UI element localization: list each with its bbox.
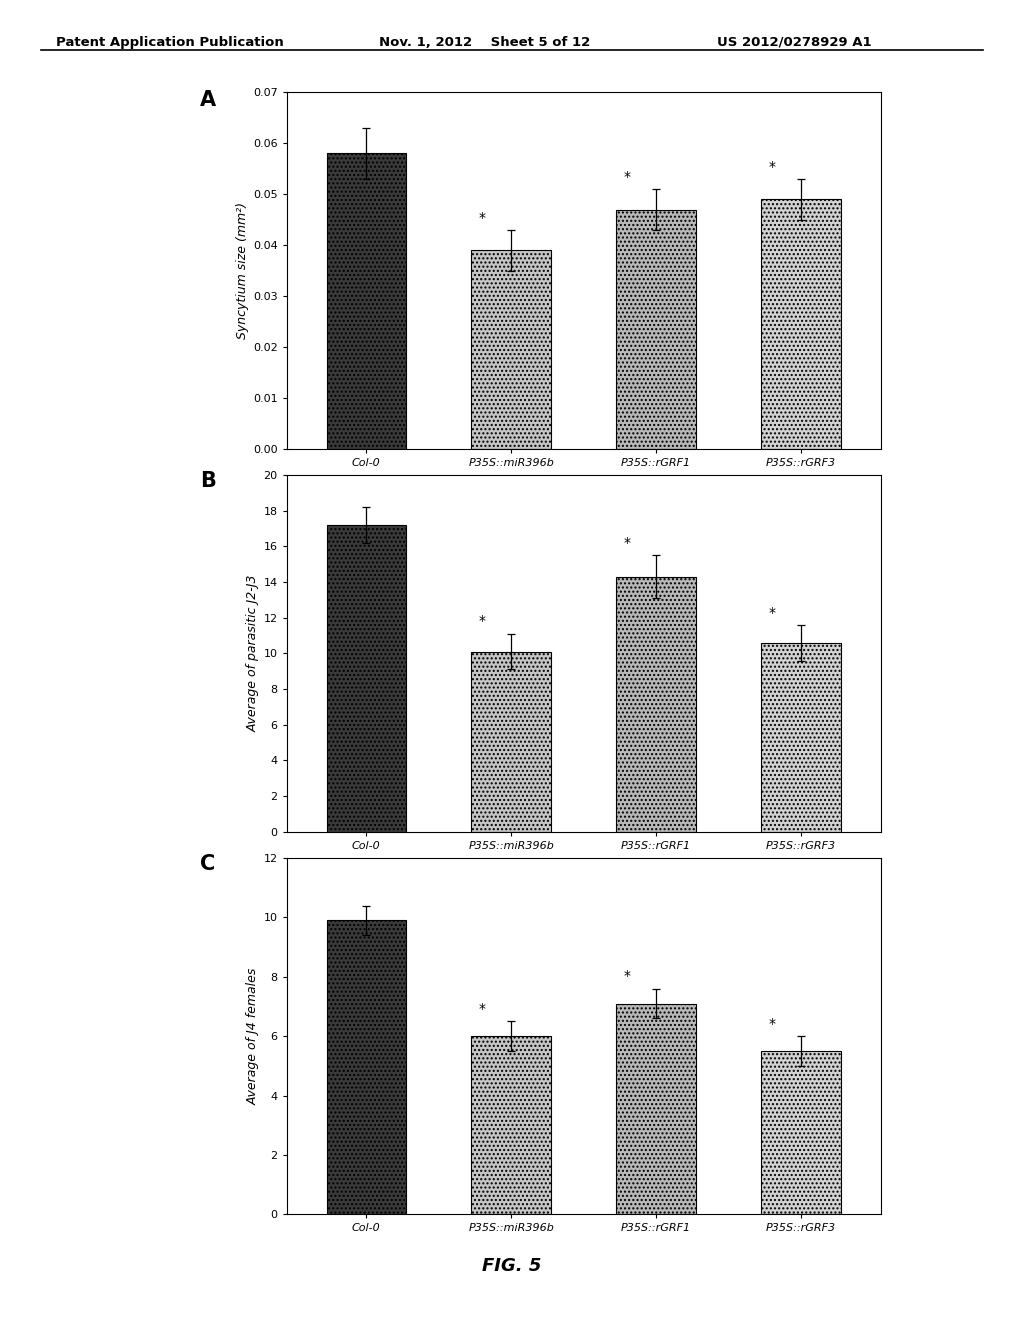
Text: *: *	[479, 210, 485, 224]
Text: Nov. 1, 2012    Sheet 5 of 12: Nov. 1, 2012 Sheet 5 of 12	[379, 36, 590, 49]
Bar	[471, 1036, 551, 1214]
Text: C: C	[200, 854, 215, 874]
Text: A: A	[200, 90, 216, 110]
Bar	[471, 652, 551, 832]
Text: *: *	[768, 606, 775, 619]
Text: *: *	[624, 536, 631, 550]
Bar	[327, 920, 407, 1214]
Bar	[616, 577, 696, 832]
Y-axis label: Average of J4 females: Average of J4 females	[247, 968, 259, 1105]
Text: *: *	[479, 1002, 485, 1016]
Bar	[616, 1003, 696, 1214]
Text: *: *	[624, 170, 631, 183]
Bar	[761, 199, 841, 449]
Bar	[616, 210, 696, 449]
Text: US 2012/0278929 A1: US 2012/0278929 A1	[717, 36, 871, 49]
Text: B: B	[200, 471, 216, 491]
Bar	[471, 251, 551, 449]
Text: Patent Application Publication: Patent Application Publication	[56, 36, 284, 49]
Bar	[327, 153, 407, 449]
Text: *: *	[624, 969, 631, 983]
Text: FIG. 5: FIG. 5	[482, 1257, 542, 1275]
Y-axis label: Average of parasitic J2-J3: Average of parasitic J2-J3	[247, 574, 259, 733]
Bar	[761, 1051, 841, 1214]
Text: *: *	[479, 614, 485, 628]
Text: *: *	[768, 160, 775, 174]
Y-axis label: Syncytium size (mm²): Syncytium size (mm²)	[236, 202, 249, 339]
Bar	[761, 643, 841, 832]
Bar	[327, 525, 407, 832]
Text: *: *	[768, 1016, 775, 1031]
